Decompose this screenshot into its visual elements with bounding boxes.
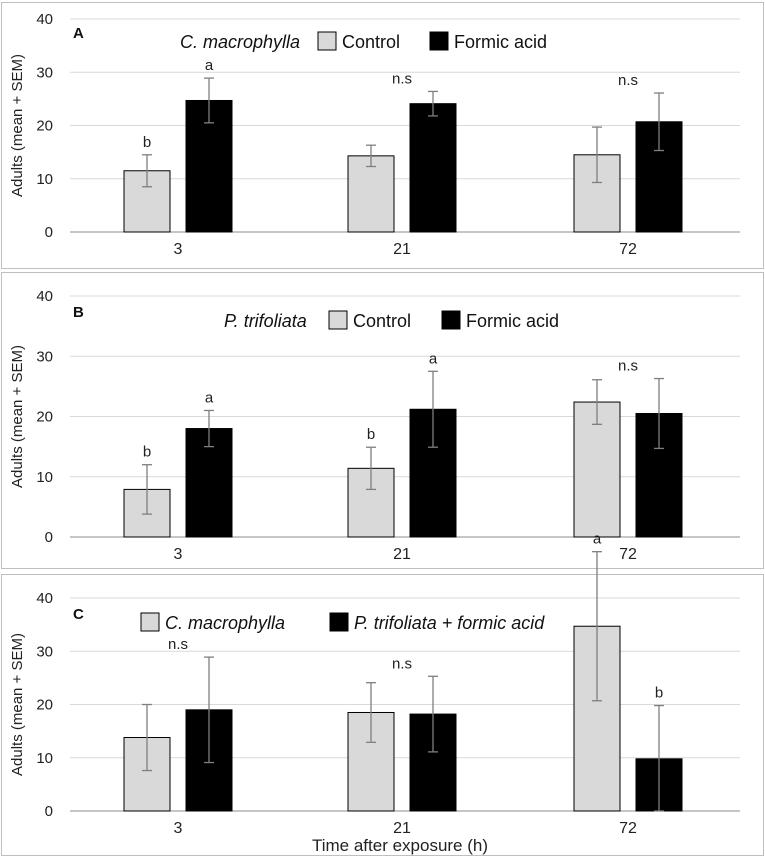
significance-label: a <box>593 531 602 548</box>
panel-border <box>1 2 764 269</box>
significance-label: b <box>367 426 375 443</box>
panel-letter: C <box>73 606 84 623</box>
legend-swatch <box>328 310 348 330</box>
significance-label: n.s <box>392 70 412 87</box>
x-axis-title: Time after exposure (h) <box>312 836 488 855</box>
y-tick-label: 40 <box>36 590 53 607</box>
category-label: 72 <box>619 241 637 258</box>
category-label: 21 <box>393 820 411 837</box>
significance-label: n.s <box>618 358 638 375</box>
legend-swatch <box>329 612 349 632</box>
y-tick-label: 40 <box>36 288 53 305</box>
legend: C. macrophylla P. trifoliata + formic aci… <box>140 612 545 633</box>
category-label: 3 <box>174 820 183 837</box>
y-tick-label: 20 <box>36 697 53 714</box>
significance-label: b <box>143 134 151 151</box>
chart-panel-b: 0 10 20 30 40 Adults (mean + SEM) B P. trifolia… <box>1 272 764 569</box>
legend-label: Control <box>353 311 411 331</box>
panel-border <box>1 574 764 856</box>
y-tick-label: 10 <box>36 750 53 767</box>
legend-label: P. trifoliata + formic acid <box>354 613 545 633</box>
legend-label: Control <box>342 32 400 52</box>
significance-label: a <box>205 389 214 406</box>
significance-label: a <box>205 57 214 74</box>
category-label: 72 <box>619 820 637 837</box>
y-tick-label: 20 <box>36 409 53 426</box>
significance-label: n.s <box>618 72 638 89</box>
category-label: 72 <box>619 546 637 563</box>
bar <box>409 103 457 233</box>
legend-label: Formic acid <box>454 32 547 52</box>
chart-panel-a: 0 10 20 30 40 Adults (mean + SEM) A C. macrophy… <box>1 2 764 269</box>
legend-swatch <box>140 612 160 632</box>
legend: P. trifoliata Control Formic acid <box>224 310 559 331</box>
y-axis-label: Adults (mean + SEM) <box>9 54 26 197</box>
legend-title: P. trifoliata <box>224 311 307 331</box>
y-tick-label: 20 <box>36 118 53 135</box>
y-tick-label: 10 <box>36 171 53 188</box>
significance-label: n.s <box>168 636 188 653</box>
bar <box>347 155 395 233</box>
legend-label: Formic acid <box>466 311 559 331</box>
legend-label: C. macrophylla <box>165 613 285 633</box>
significance-label: n.s <box>392 655 412 672</box>
y-axis-label: Adults (mean + SEM) <box>9 345 26 488</box>
panel-letter: A <box>73 25 84 42</box>
y-tick-label: 10 <box>36 469 53 486</box>
y-tick-label: 40 <box>36 11 53 28</box>
category-label: 21 <box>393 241 411 258</box>
y-tick-label: 0 <box>45 224 53 241</box>
y-tick-label: 30 <box>36 348 53 365</box>
y-tick-label: 0 <box>45 803 53 820</box>
category-label: 3 <box>174 241 183 258</box>
category-label: 3 <box>174 546 183 563</box>
significance-label: b <box>143 444 151 461</box>
y-tick-label: 30 <box>36 643 53 660</box>
legend-swatch <box>429 31 449 51</box>
legend: C. macrophylla Control Formic acid <box>180 31 547 52</box>
y-tick-label: 0 <box>45 529 53 546</box>
significance-label: b <box>655 685 663 702</box>
legend-title: C. macrophylla <box>180 32 300 52</box>
category-label: 21 <box>393 546 411 563</box>
legend-swatch <box>441 310 461 330</box>
y-axis-label: Adults (mean + SEM) <box>9 633 26 776</box>
panel-border <box>1 272 764 569</box>
y-tick-label: 30 <box>36 64 53 81</box>
significance-label: a <box>429 350 438 367</box>
legend-swatch <box>317 31 337 51</box>
panel-letter: B <box>73 304 84 321</box>
